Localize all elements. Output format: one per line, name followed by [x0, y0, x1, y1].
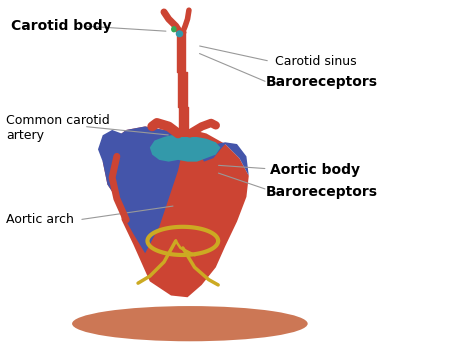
Ellipse shape — [176, 30, 183, 37]
Polygon shape — [199, 142, 249, 176]
Polygon shape — [103, 126, 249, 297]
Ellipse shape — [176, 29, 187, 36]
Text: Aortic body: Aortic body — [270, 163, 360, 178]
Text: Aortic arch: Aortic arch — [6, 213, 74, 226]
Text: Carotid sinus: Carotid sinus — [275, 55, 356, 68]
Ellipse shape — [72, 306, 308, 341]
Polygon shape — [98, 130, 126, 162]
Text: Carotid body: Carotid body — [11, 19, 111, 33]
Text: Common carotid
artery: Common carotid artery — [6, 114, 110, 142]
Text: Baroreceptors: Baroreceptors — [265, 75, 377, 89]
Ellipse shape — [171, 26, 177, 32]
Text: Baroreceptors: Baroreceptors — [265, 185, 377, 198]
Polygon shape — [150, 135, 220, 162]
Polygon shape — [103, 126, 183, 253]
